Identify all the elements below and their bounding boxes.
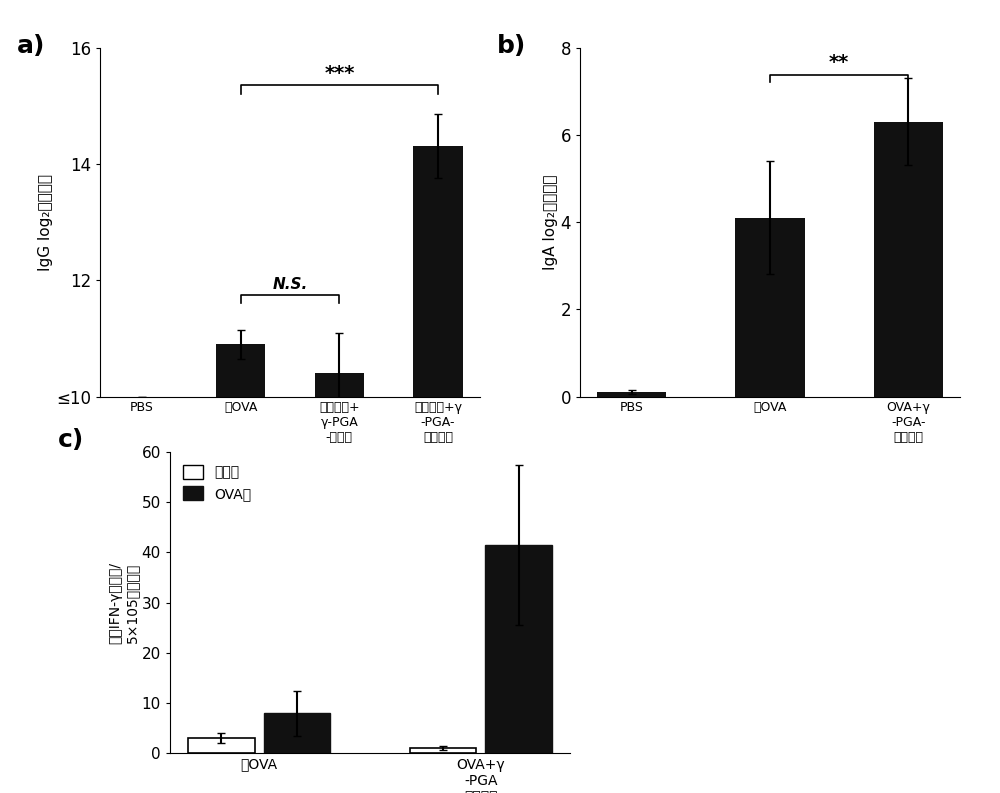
Bar [597, 393, 666, 396]
Bar [188, 738, 255, 753]
Bar [315, 374, 364, 396]
Text: ***: *** [324, 64, 355, 83]
Text: a): a) [16, 33, 45, 58]
Text: N.S.: N.S. [272, 278, 308, 293]
Y-axis label: 生成IFN-γ的细胞/
5×105脾脏细胞: 生成IFN-γ的细胞/ 5×105脾脏细胞 [109, 561, 139, 644]
Bar [874, 121, 943, 396]
Text: b): b) [496, 33, 526, 58]
Bar [735, 217, 805, 396]
Bar [216, 344, 265, 396]
Y-axis label: IgA log₂终点效价: IgA log₂终点效价 [543, 174, 558, 270]
Y-axis label: IgG log₂终点效价: IgG log₂终点效价 [38, 174, 53, 270]
Legend: 培养基, OVA肽: 培养基, OVA肽 [177, 459, 257, 507]
Bar [413, 147, 463, 396]
Bar [410, 749, 476, 753]
Text: **: ** [829, 53, 849, 72]
Bar [264, 713, 330, 753]
Bar [485, 545, 552, 753]
Text: c): c) [58, 428, 84, 452]
